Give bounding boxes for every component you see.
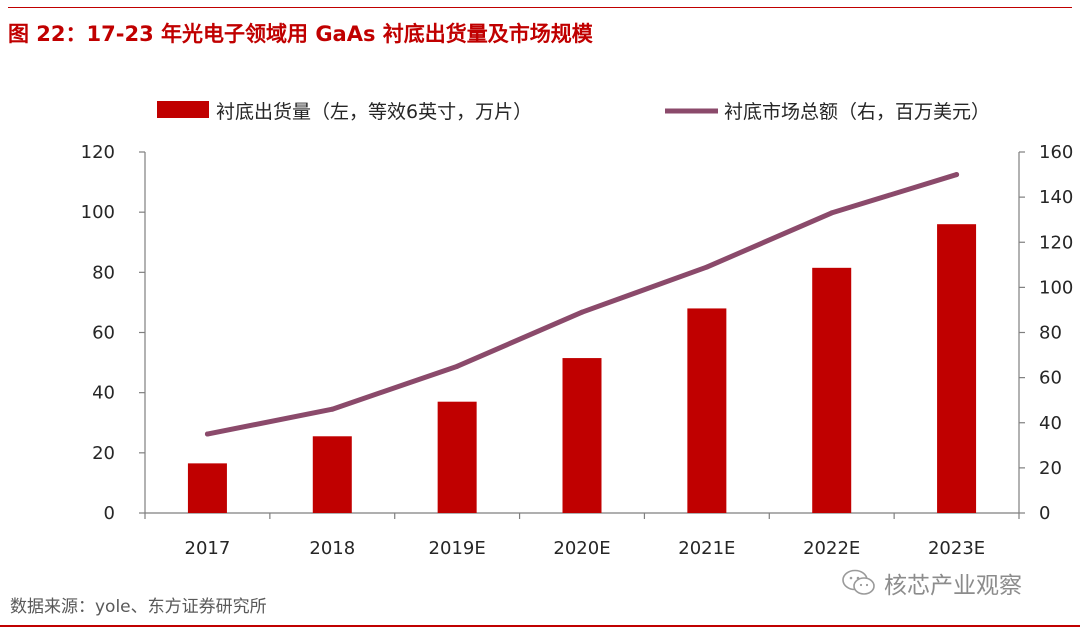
line-point [954, 172, 960, 178]
left-tick-label: 40 [92, 383, 115, 404]
bar [187, 463, 227, 513]
x-tick-label: 2018 [309, 538, 355, 559]
left-tick-label: 120 [81, 142, 115, 163]
x-tick-label: 2023E [928, 538, 985, 559]
wechat-icon [842, 569, 875, 595]
bar [812, 267, 852, 513]
legend-bar-label: 衬底出货量（左，等效6英寸，万片） [216, 101, 532, 123]
right-tick-label: 100 [1039, 277, 1073, 298]
line-point [829, 210, 835, 216]
x-tick-label: 2022E [803, 538, 860, 559]
title-rule [8, 7, 1072, 8]
legend: 衬底出货量（左，等效6英寸，万片） 衬底市场总额（右，百万美元） [157, 101, 990, 123]
right-tick-label: 120 [1039, 232, 1073, 253]
bar [562, 358, 602, 513]
right-tick-label: 80 [1039, 323, 1062, 344]
line-point [454, 363, 460, 369]
right-tick-label: 60 [1039, 368, 1062, 389]
left-tick-label: 80 [92, 262, 115, 283]
line-point [704, 264, 710, 270]
x-tick-label: 2020E [553, 538, 610, 559]
bar [937, 224, 977, 513]
legend-line-label: 衬底市场总额（右，百万美元） [724, 101, 990, 123]
line-point [579, 309, 585, 315]
line-point [329, 406, 335, 412]
left-tick-label: 0 [104, 503, 115, 524]
x-tick-label: 2019E [429, 538, 486, 559]
bar [687, 308, 727, 513]
bar [312, 436, 352, 513]
line-series [204, 172, 960, 437]
left-tick-label: 20 [92, 443, 115, 464]
right-tick-label: 20 [1039, 458, 1062, 479]
line-point [204, 431, 210, 437]
source-note: 数据来源：yole、东方证券研究所 [10, 597, 267, 617]
right-tick-label: 140 [1039, 187, 1073, 208]
legend-bar-swatch [157, 101, 209, 118]
figure-title: 图 22：17-23 年光电子领域用 GaAs 衬底出货量及市场规模 [8, 22, 593, 46]
axes: 0 20 40 60 80 100 120 0 20 40 60 80 100 120 140 160 2017… [81, 142, 1074, 559]
right-tick-label: 40 [1039, 413, 1062, 434]
bar [437, 401, 477, 513]
bars [187, 224, 977, 513]
x-tick-label: 2017 [185, 538, 231, 559]
watermark: 核芯产业观察 [842, 566, 1022, 600]
watermark-label: 核芯产业观察 [884, 573, 1022, 599]
left-tick-label: 100 [81, 202, 115, 223]
right-tick-label: 160 [1039, 142, 1073, 163]
right-tick-label: 0 [1039, 503, 1050, 524]
left-tick-label: 60 [92, 323, 115, 344]
bottom-rule [0, 625, 1080, 627]
x-tick-label: 2021E [678, 538, 735, 559]
